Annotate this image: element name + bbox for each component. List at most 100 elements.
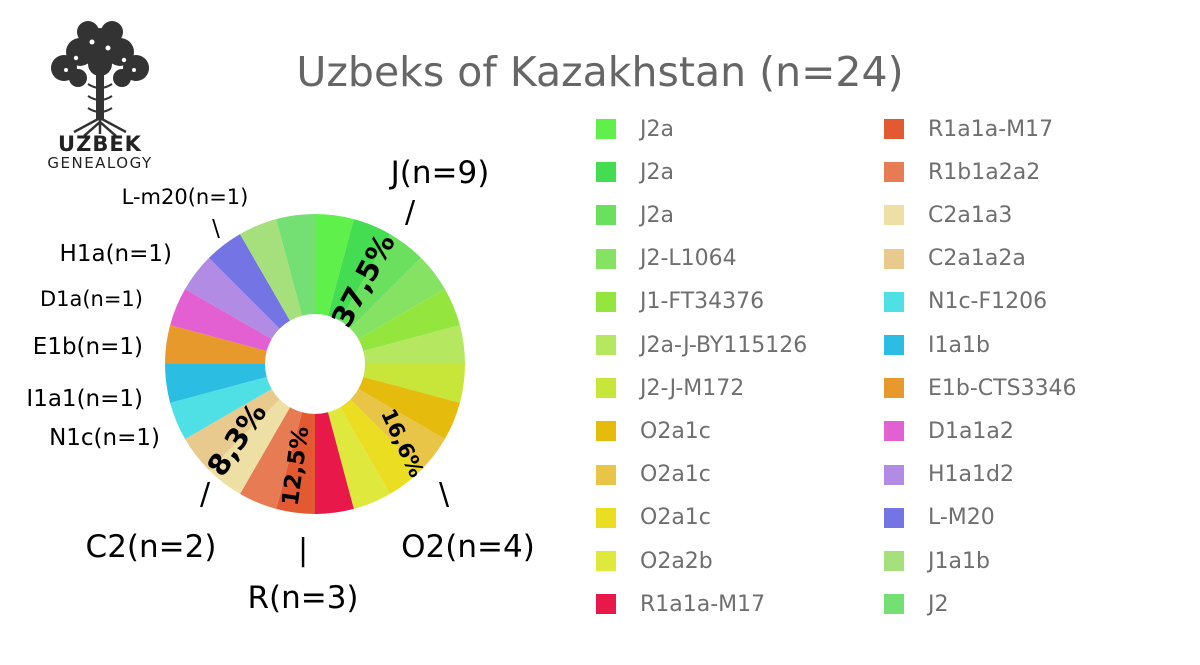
legend-item: O2a1c — [596, 460, 711, 490]
legend-swatch — [596, 291, 616, 312]
pie-slice — [165, 364, 267, 403]
legend-label: R1b1a2a2 — [928, 159, 1041, 185]
legend-label: R1a1a-M17 — [640, 591, 766, 617]
legend-label: O2a1c — [640, 418, 711, 444]
legend-label: J1-FT34376 — [640, 289, 765, 315]
logo-text-uzbek: UZBEK — [58, 132, 142, 156]
group-label-tick: / — [405, 195, 416, 230]
legend-item: C2a1a3 — [884, 200, 1012, 230]
legend-item: I1a1b — [884, 330, 990, 360]
legend-item: J2a-J-BY115126 — [596, 330, 807, 360]
legend-label: O2a1c — [640, 462, 711, 488]
pie-slice — [208, 399, 290, 494]
legend-label: C2a1a2a — [928, 246, 1026, 272]
legend-swatch — [596, 248, 616, 269]
legend-label: J2a-J-BY115126 — [640, 332, 808, 358]
group-label-tick: / — [200, 477, 211, 512]
legend-item: E1b-CTS3346 — [884, 373, 1077, 403]
group-label: O2(n=4) — [401, 529, 535, 565]
legend-swatch — [884, 551, 904, 571]
legend-swatch — [596, 594, 616, 615]
legend-swatch — [884, 378, 904, 399]
legend-swatch — [596, 162, 616, 183]
legend-swatch — [596, 335, 616, 355]
legend-item: O2a1c — [596, 416, 711, 446]
legend-label: O2a2b — [640, 548, 713, 574]
legend-swatch — [596, 378, 616, 399]
legend-label: J1a1b — [928, 548, 990, 574]
chart-title: Uzbeks of Kazakhstan (n=24) — [296, 48, 904, 96]
legend-item: O2a1c — [596, 503, 711, 533]
legend-item: O2a2b — [596, 546, 713, 576]
legend-item: N1c-F1206 — [884, 287, 1047, 317]
legend-swatch — [884, 119, 904, 139]
legend-swatch — [884, 248, 904, 269]
legend-swatch — [884, 205, 904, 226]
group-label: L-m20(n=1) — [122, 185, 249, 209]
legend-swatch — [884, 162, 904, 183]
logo-text-genealogy: GENEALOGY — [47, 154, 153, 172]
legend-swatch — [884, 291, 904, 312]
pie-slice — [185, 389, 280, 471]
legend-label: D1a1a2 — [928, 418, 1014, 444]
pie-slice — [276, 412, 315, 514]
legend-item: J1a1b — [884, 546, 990, 576]
pie-slice — [165, 325, 267, 364]
pie-slice — [185, 257, 280, 339]
group-label-tick: \ — [439, 477, 450, 512]
pie-slice — [340, 234, 422, 329]
legend-item: R1a1a-M17 — [884, 114, 1053, 144]
group-label: I1a1(n=1) — [26, 386, 143, 412]
legend-item: J2-L1064 — [596, 244, 737, 274]
pie-slice — [315, 412, 354, 514]
group-label: R(n=3) — [247, 580, 358, 616]
legend-label: I1a1b — [928, 332, 990, 358]
group-label: H1a(n=1) — [60, 241, 172, 267]
pie-slice — [358, 376, 460, 439]
legend-item: J2a — [596, 114, 674, 144]
legend-label: J2-J-M172 — [640, 375, 745, 401]
legend-label: J2-L1064 — [640, 246, 737, 272]
pie-slice — [240, 407, 303, 509]
pie-slice — [170, 376, 272, 439]
group-label-tick: \ — [212, 216, 220, 242]
legend-item: J2 — [884, 589, 949, 619]
pie-slice — [276, 214, 315, 316]
legend-swatch — [884, 335, 904, 355]
legend-swatch — [596, 205, 616, 226]
legend-swatch — [884, 594, 904, 615]
legend-label: N1c-F1206 — [928, 289, 1048, 315]
legend-item: H1a1d2 — [884, 460, 1014, 490]
legend-label: E1b-CTS3346 — [928, 375, 1077, 401]
legend-label: R1a1a-M17 — [928, 116, 1054, 142]
pie-slice — [358, 289, 460, 352]
group-label: E1b(n=1) — [33, 334, 143, 360]
pie-slice — [240, 219, 303, 321]
legend-label: C2a1a3 — [928, 202, 1013, 228]
legend-item: J2a — [596, 200, 674, 230]
pie-slice — [327, 407, 390, 509]
legend-label: J2 — [928, 591, 949, 617]
legend-swatch — [884, 507, 904, 528]
legend-swatch — [596, 119, 616, 139]
group-label: J(n=9) — [389, 155, 490, 191]
legend-label: J2a — [640, 116, 674, 142]
pie-slice — [327, 219, 390, 321]
legend-item: J1-FT34376 — [596, 287, 764, 317]
pie-slice — [363, 325, 465, 364]
pie-slice — [350, 389, 445, 471]
legend-item: L-M20 — [884, 503, 995, 533]
tree-logo-icon — [51, 21, 149, 137]
pie-slice — [170, 289, 272, 352]
legend-item: J2a — [596, 157, 674, 187]
group-label-tick: | — [298, 533, 308, 568]
legend-label: O2a1c — [640, 505, 711, 531]
legend-swatch — [884, 421, 904, 442]
legend-swatch — [596, 507, 616, 528]
legend-label: J2a — [640, 202, 674, 228]
legend-swatch — [596, 551, 616, 571]
pie-slice — [315, 214, 354, 316]
group-label: N1c(n=1) — [49, 425, 160, 451]
legend-label: H1a1d2 — [928, 462, 1014, 488]
